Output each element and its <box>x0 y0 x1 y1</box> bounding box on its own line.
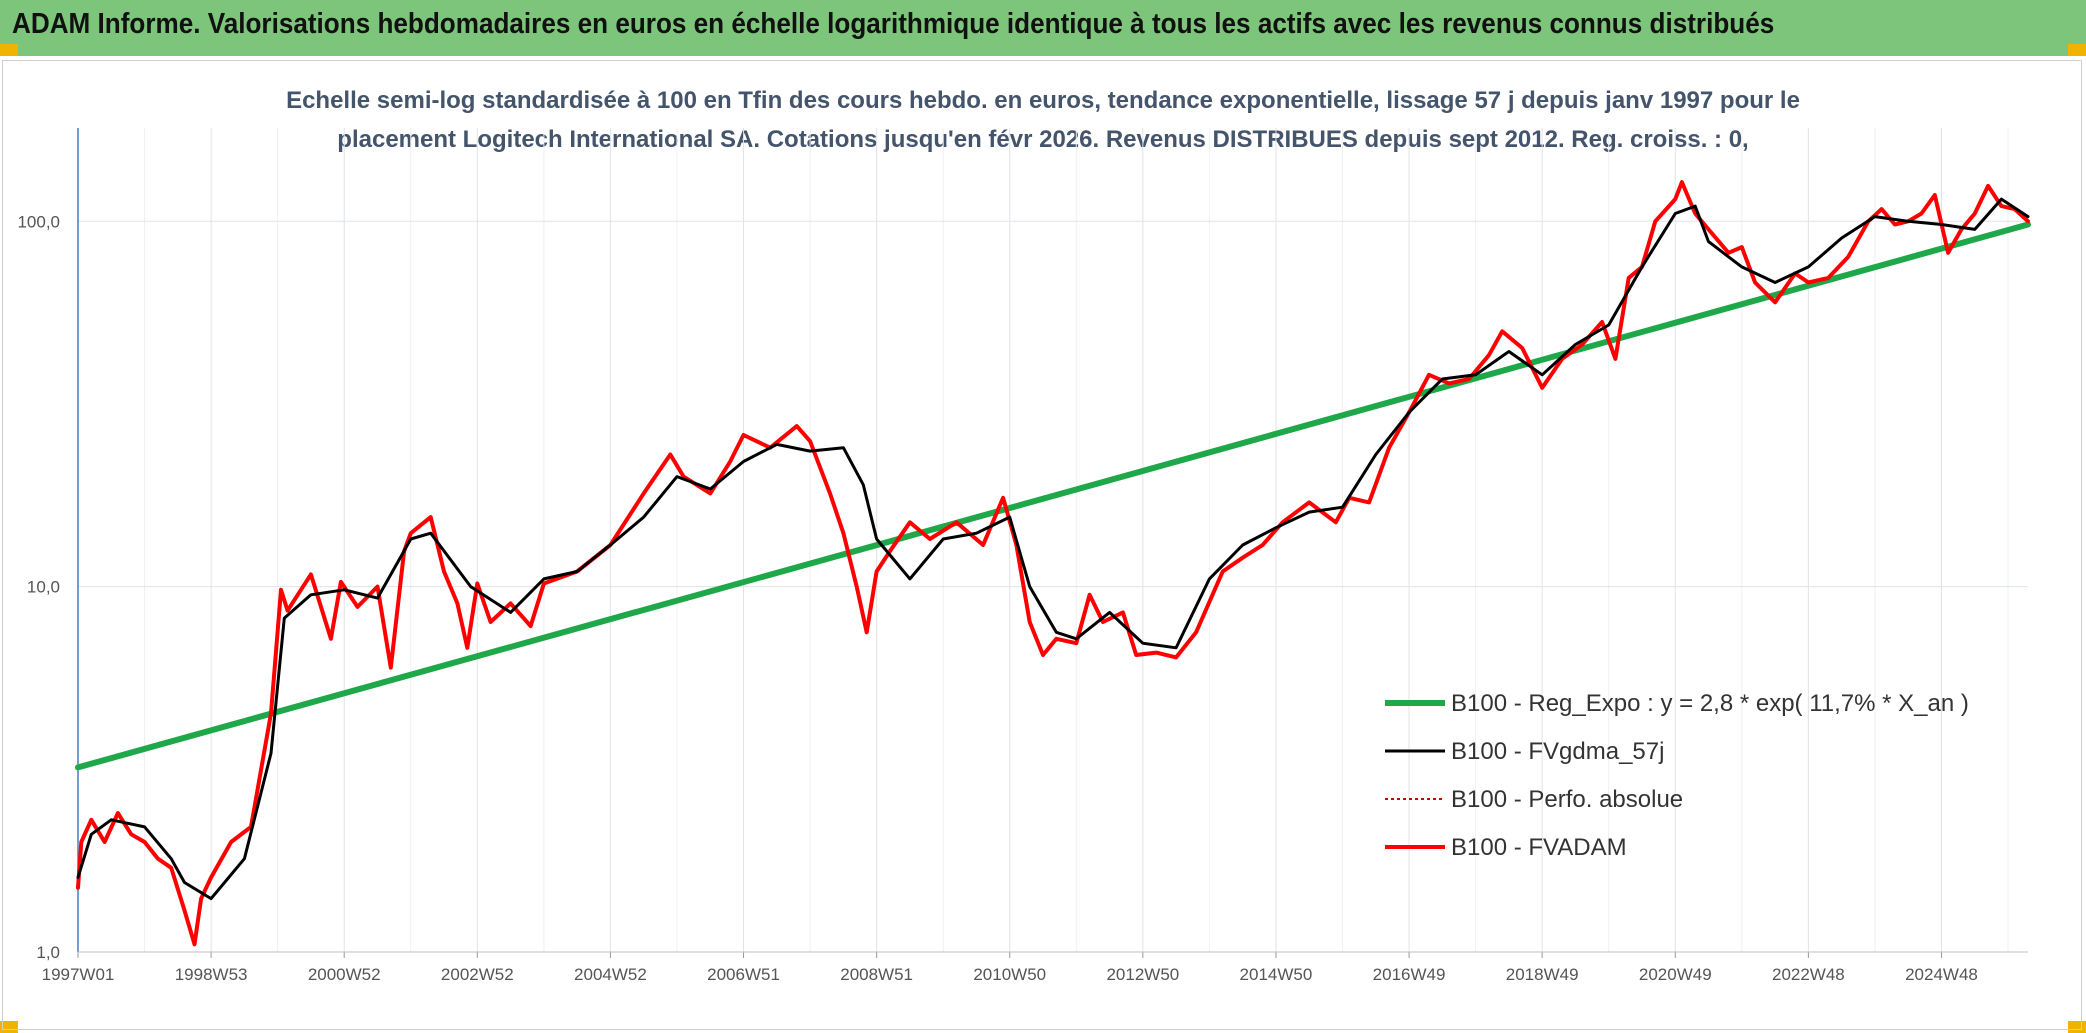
x-tick-label: 2012W50 <box>1106 965 1179 984</box>
x-tick-label: 2000W52 <box>308 965 381 984</box>
series-line-3 <box>76 180 2030 947</box>
x-tick-label: 2008W51 <box>840 965 913 984</box>
x-tick-label: 2010W50 <box>973 965 1046 984</box>
y-tick-label: 1,0 <box>36 943 60 962</box>
banner-title: ADAM Informe. Valorisations hebdomadaire… <box>12 8 1775 40</box>
y-tick-label: 100,0 <box>17 212 60 231</box>
axis-layer: 1997W01 1998W53 2000W52 2002W52 2004W52 2006W… <box>17 128 2028 984</box>
legend: B100 - Reg_Expo : y = 2,8 * exp( 11,7% *… <box>1385 690 1969 861</box>
x-tick-label: 2020W49 <box>1639 965 1712 984</box>
series-layer <box>75 180 2031 947</box>
x-tick-label: 2006W51 <box>707 965 780 984</box>
chart-title-line-2: placement Logitech International SA. Cot… <box>337 126 1749 153</box>
legend-label-3: B100 - FVADAM <box>1451 834 1627 861</box>
x-tick-label: 1997W01 <box>42 965 115 984</box>
title-banner: ADAM Informe. Valorisations hebdomadaire… <box>0 0 2086 56</box>
x-tick-label: 2018W49 <box>1506 965 1579 984</box>
series-line-1 <box>76 197 2030 901</box>
chart-frame <box>2 60 2082 1030</box>
series-line-0 <box>75 221 2031 771</box>
legend-label-1: B100 - FVgdma_57j <box>1451 738 1664 765</box>
corner-marker-bottom-left <box>0 1021 18 1033</box>
x-tick-label: 2022W48 <box>1772 965 1845 984</box>
x-tick-label: 1998W53 <box>175 965 248 984</box>
legend-label-0: B100 - Reg_Expo : y = 2,8 * exp( 11,7% *… <box>1451 690 1969 717</box>
x-tick-label: 2014W50 <box>1240 965 1313 984</box>
y-tick-label: 10,0 <box>27 578 60 597</box>
x-tick-label: 2024W48 <box>1905 965 1978 984</box>
x-tick-label: 2002W52 <box>441 965 514 984</box>
corner-marker-top-right <box>2068 44 2086 56</box>
legend-label-2: B100 - Perfo. absolue <box>1451 786 1683 813</box>
x-tick-label: 2004W52 <box>574 965 647 984</box>
x-tick-label: 2016W49 <box>1373 965 1446 984</box>
corner-marker-top-left <box>0 44 18 56</box>
chart-title-line-1: Echelle semi-log standardisée à 100 en T… <box>286 87 1800 114</box>
